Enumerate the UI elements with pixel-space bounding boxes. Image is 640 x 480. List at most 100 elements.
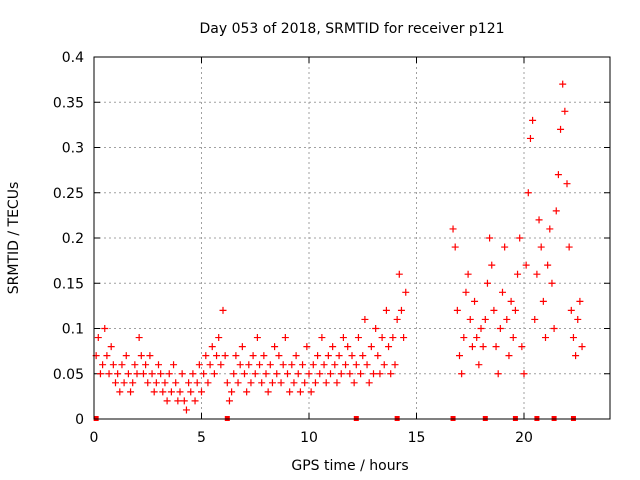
data-point [518, 343, 526, 351]
y-tick-label: 0.2 [62, 231, 84, 247]
data-point [535, 216, 543, 224]
data-point [107, 343, 115, 351]
data-point [264, 388, 272, 396]
data-point [567, 306, 575, 314]
data-point [247, 379, 255, 387]
data-points [92, 80, 586, 414]
data-point [96, 370, 104, 378]
data-point [479, 343, 487, 351]
data-point [382, 306, 390, 314]
data-point [120, 379, 128, 387]
data-point [537, 243, 545, 251]
data-point [245, 361, 253, 369]
data-point [198, 388, 205, 396]
data-point [552, 207, 560, 215]
data-point [524, 189, 532, 197]
data-point [458, 370, 466, 378]
data-point [260, 352, 268, 360]
data-point [146, 352, 154, 360]
data-point [131, 361, 139, 369]
data-point [266, 361, 274, 369]
data-point [219, 306, 227, 314]
data-point [286, 388, 294, 396]
data-point [142, 361, 150, 369]
data-point [520, 370, 528, 378]
y-tick-label: 0.1 [62, 322, 84, 338]
data-point [378, 334, 386, 342]
data-point [324, 352, 332, 360]
data-point [531, 315, 539, 323]
data-point [511, 306, 519, 314]
data-point [94, 334, 102, 342]
data-point [170, 361, 178, 369]
data-point [561, 107, 569, 115]
data-point [180, 397, 188, 405]
data-point [303, 343, 311, 351]
data-point [182, 406, 190, 414]
data-point [200, 370, 208, 378]
data-point [210, 370, 218, 378]
data-point [217, 361, 225, 369]
data-point [391, 361, 399, 369]
data-point [529, 116, 537, 124]
data-point [526, 134, 534, 142]
axis-ticks: 0 5 10 15 20 0 0.05 0.1 0.15 0.2 0.25 0.3 0.35 0.4 [53, 50, 610, 446]
data-point [116, 388, 124, 396]
data-point [124, 370, 132, 378]
data-point [456, 352, 463, 360]
data-point [148, 370, 156, 378]
data-point [193, 379, 201, 387]
data-point [256, 361, 264, 369]
data-point [496, 325, 504, 332]
data-point [576, 297, 584, 305]
data-point [292, 352, 300, 360]
data-point [344, 343, 352, 351]
data-point [135, 334, 143, 342]
data-point [397, 306, 405, 314]
data-point [208, 343, 216, 351]
data-point [133, 370, 141, 378]
data-point [359, 352, 367, 360]
data-point [299, 361, 307, 369]
y-tick-label: 0.3 [62, 141, 84, 157]
data-point [367, 343, 375, 351]
data-point [122, 352, 130, 360]
data-point [309, 361, 317, 369]
data-point [320, 361, 328, 369]
data-point [453, 306, 461, 314]
data-point [475, 361, 483, 369]
data-point [150, 388, 158, 396]
data-point [339, 334, 347, 342]
data-point [112, 379, 119, 387]
data-point [350, 379, 358, 387]
data-point [462, 288, 470, 296]
data-point [185, 379, 193, 387]
data-point [234, 379, 242, 387]
data-point [215, 334, 223, 342]
data-point [204, 379, 212, 387]
data-point [275, 352, 283, 360]
plot-frame [93, 56, 611, 420]
data-point [361, 315, 369, 323]
data-point [522, 261, 530, 269]
data-point [393, 315, 401, 323]
data-point [213, 352, 221, 360]
data-point [488, 261, 496, 269]
data-point [464, 270, 472, 278]
data-point [468, 343, 476, 351]
data-point [318, 334, 326, 342]
data-point [268, 379, 276, 387]
data-point [554, 171, 562, 179]
data-point [307, 388, 315, 396]
data-point [225, 397, 233, 405]
data-point [542, 334, 549, 342]
data-point [243, 388, 251, 396]
data-point [165, 370, 173, 378]
y-tick-label: 0.35 [53, 95, 84, 111]
data-point [372, 325, 380, 332]
data-point [172, 379, 180, 387]
data-point [563, 180, 571, 188]
data-point [516, 234, 524, 242]
data-point [101, 325, 109, 332]
